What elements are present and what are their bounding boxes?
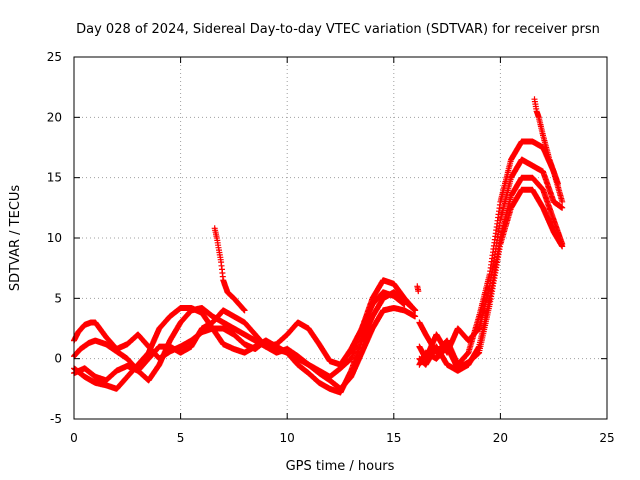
series-spike-7h xyxy=(211,225,248,314)
y-tick-label: 25 xyxy=(47,50,62,64)
y-tick-labels: -5 0 5 10 15 20 25 xyxy=(47,50,62,426)
series-afternoon-d xyxy=(416,186,566,372)
series-outlier-16h xyxy=(414,283,422,295)
x-tick-label: 25 xyxy=(599,431,614,445)
x-tick-label: 5 xyxy=(177,431,185,445)
series-afternoon-b xyxy=(416,156,566,362)
chart-title: Day 028 of 2024, Sidereal Day-to-day VTE… xyxy=(76,22,600,37)
y-tick-label: 10 xyxy=(47,231,62,245)
x-tick-label: 15 xyxy=(386,431,401,445)
x-axis-label: GPS time / hours xyxy=(286,459,395,474)
y-tick-label: 0 xyxy=(54,352,62,366)
data-marks xyxy=(71,96,566,396)
axis-ticks xyxy=(73,56,608,420)
x-tick-label: 10 xyxy=(280,431,295,445)
x-tick-labels: 0 5 10 15 20 25 xyxy=(70,431,614,445)
y-axis-label: SDTVAR / TECUs xyxy=(8,185,23,292)
y-tick-label: 20 xyxy=(47,110,62,124)
y-tick-label: 5 xyxy=(54,291,62,305)
x-tick-label: 0 xyxy=(70,431,78,445)
series-spike-22h xyxy=(531,96,561,187)
y-tick-label: -5 xyxy=(50,412,62,426)
y-tick-label: 15 xyxy=(47,171,62,185)
x-tick-label: 20 xyxy=(493,431,508,445)
